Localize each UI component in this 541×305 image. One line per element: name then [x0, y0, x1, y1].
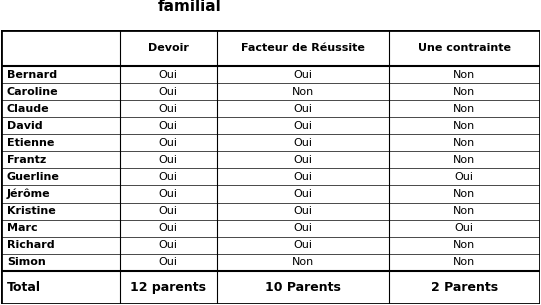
Text: Non: Non: [453, 257, 476, 267]
Text: Oui: Oui: [159, 70, 178, 80]
Text: Oui: Oui: [159, 155, 178, 165]
Text: 2 Parents: 2 Parents: [431, 281, 498, 294]
Text: Non: Non: [453, 87, 476, 97]
Text: Oui: Oui: [293, 206, 312, 216]
Text: Oui: Oui: [455, 223, 474, 233]
Text: Non: Non: [453, 189, 476, 199]
Text: Une contrainte: Une contrainte: [418, 43, 511, 53]
Text: Oui: Oui: [455, 172, 474, 182]
Text: David: David: [7, 121, 42, 131]
Text: Marc: Marc: [7, 223, 37, 233]
Text: 10 Parents: 10 Parents: [265, 281, 341, 294]
Text: Oui: Oui: [293, 70, 312, 80]
Text: Guerline: Guerline: [7, 172, 60, 182]
Text: Oui: Oui: [293, 121, 312, 131]
Text: Frantz: Frantz: [7, 155, 46, 165]
Text: Oui: Oui: [293, 172, 312, 182]
Text: Non: Non: [453, 240, 476, 250]
Text: Oui: Oui: [159, 257, 178, 267]
Text: Kristine: Kristine: [7, 206, 56, 216]
Text: Oui: Oui: [159, 172, 178, 182]
Text: Simon: Simon: [7, 257, 45, 267]
Text: Oui: Oui: [293, 223, 312, 233]
Text: Oui: Oui: [159, 189, 178, 199]
Text: Richard: Richard: [7, 240, 55, 250]
Text: Etienne: Etienne: [7, 138, 54, 148]
Text: Claude: Claude: [7, 104, 49, 114]
Text: Oui: Oui: [293, 240, 312, 250]
Text: Total: Total: [7, 281, 41, 294]
Text: 12 parents: 12 parents: [130, 281, 206, 294]
Text: Bernard: Bernard: [7, 70, 57, 80]
Text: Facteur de Réussite: Facteur de Réussite: [241, 43, 365, 53]
Text: Oui: Oui: [159, 240, 178, 250]
Text: Non: Non: [453, 155, 476, 165]
Text: Jérôme: Jérôme: [7, 189, 50, 199]
Text: Caroline: Caroline: [7, 87, 58, 97]
Text: Oui: Oui: [159, 223, 178, 233]
Text: familial: familial: [158, 0, 222, 14]
Text: Non: Non: [453, 104, 476, 114]
Text: Non: Non: [292, 257, 314, 267]
Text: Non: Non: [453, 70, 476, 80]
Text: Oui: Oui: [293, 104, 312, 114]
Text: Oui: Oui: [293, 155, 312, 165]
Text: Oui: Oui: [293, 138, 312, 148]
Text: Devoir: Devoir: [148, 43, 189, 53]
Text: Oui: Oui: [293, 189, 312, 199]
Text: Non: Non: [453, 206, 476, 216]
Text: Oui: Oui: [159, 87, 178, 97]
Text: Oui: Oui: [159, 104, 178, 114]
Text: Non: Non: [453, 121, 476, 131]
Text: Oui: Oui: [159, 138, 178, 148]
Text: Non: Non: [292, 87, 314, 97]
Text: Oui: Oui: [159, 206, 178, 216]
Text: Oui: Oui: [159, 121, 178, 131]
Text: Non: Non: [453, 138, 476, 148]
